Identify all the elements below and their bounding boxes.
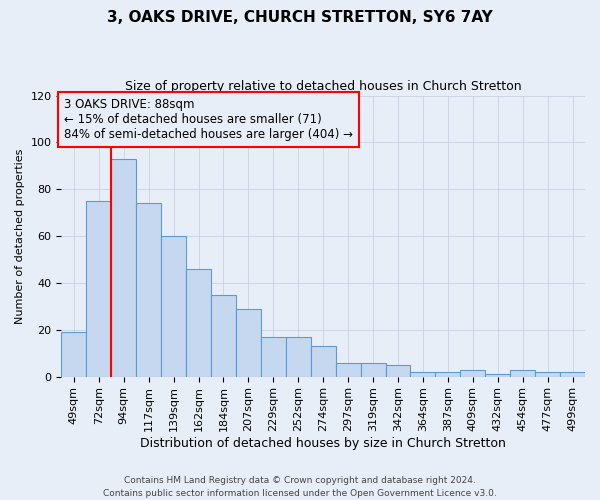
Bar [86, 201, 111, 376]
Bar [211, 294, 236, 376]
Bar [286, 337, 311, 376]
Bar [186, 269, 211, 376]
X-axis label: Distribution of detached houses by size in Church Stretton: Distribution of detached houses by size … [140, 437, 506, 450]
Text: Contains HM Land Registry data © Crown copyright and database right 2024.
Contai: Contains HM Land Registry data © Crown c… [103, 476, 497, 498]
Text: 3 OAKS DRIVE: 88sqm
← 15% of detached houses are smaller (71)
84% of semi-detach: 3 OAKS DRIVE: 88sqm ← 15% of detached ho… [64, 98, 353, 142]
Bar [236, 308, 261, 376]
Bar [410, 372, 436, 376]
Y-axis label: Number of detached properties: Number of detached properties [15, 148, 25, 324]
Bar [460, 370, 485, 376]
Bar [161, 236, 186, 376]
Bar [535, 372, 560, 376]
Bar [560, 372, 585, 376]
Bar [335, 362, 361, 376]
Bar [361, 362, 386, 376]
Title: Size of property relative to detached houses in Church Stretton: Size of property relative to detached ho… [125, 80, 521, 93]
Bar [510, 370, 535, 376]
Bar [485, 374, 510, 376]
Bar [386, 365, 410, 376]
Text: 3, OAKS DRIVE, CHURCH STRETTON, SY6 7AY: 3, OAKS DRIVE, CHURCH STRETTON, SY6 7AY [107, 10, 493, 25]
Bar [261, 337, 286, 376]
Bar [61, 332, 86, 376]
Bar [111, 159, 136, 376]
Bar [311, 346, 335, 376]
Bar [436, 372, 460, 376]
Bar [136, 204, 161, 376]
